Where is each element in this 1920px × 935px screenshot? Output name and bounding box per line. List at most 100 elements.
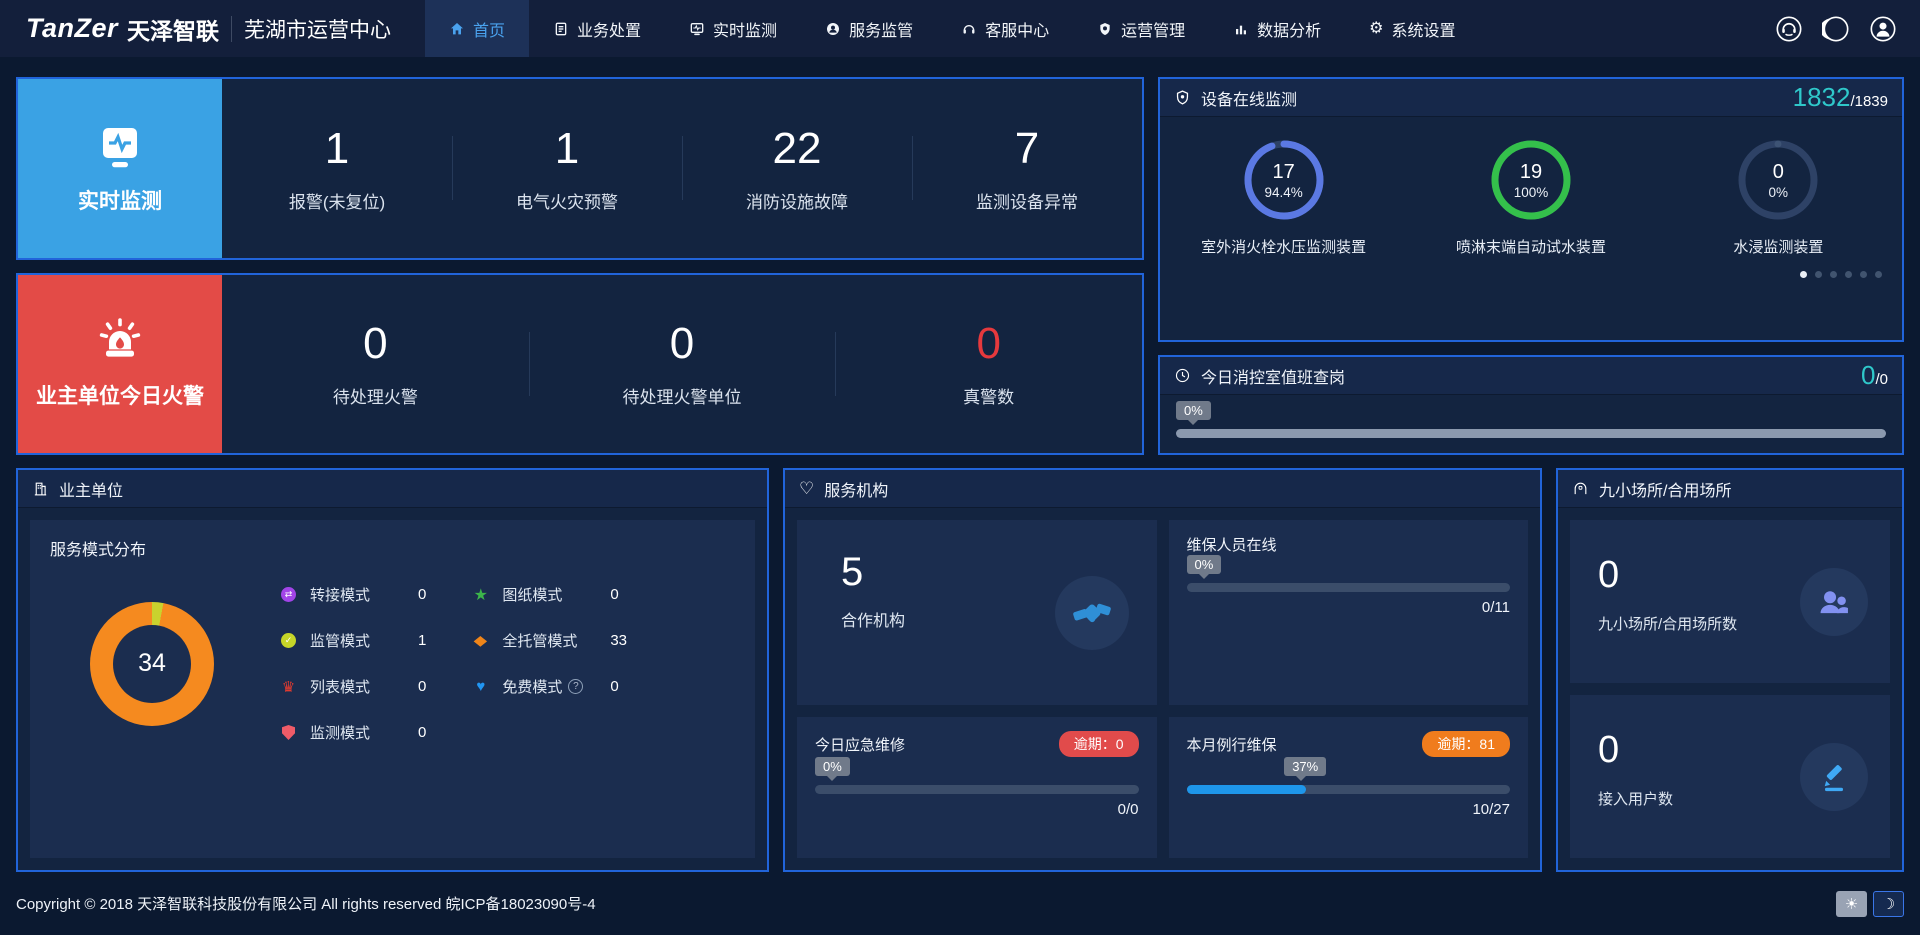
progress-tooltip: 0% [1186,555,1222,579]
clock-icon [1175,368,1190,383]
stat-pending-fire[interactable]: 0 待处理火警 [222,319,529,408]
home-icon [451,22,464,34]
globe-icon[interactable] [1821,14,1851,44]
nav-label: 系统设置 [1391,22,1456,40]
stat-facility-fault[interactable]: 22 消防设施故障 [682,124,912,213]
stat-pending-fire-units[interactable]: 0 待处理火警单位 [529,319,836,408]
stat-value: 0 [669,319,695,369]
logo-text-cn: 天泽智联 [127,17,220,44]
nav-item-settings[interactable]: ⚙ 系统设置 [1345,0,1479,57]
nav-item-analytics[interactable]: 数据分析 [1209,0,1345,57]
stat-label: 待处理火警 [332,388,418,408]
service-mode-content: 34 ⇄ 转接模式 0 ✓ 监管模式 [50,584,735,743]
online-count: 1832 [1792,82,1851,112]
emergency-progress: 0% [815,757,1139,795]
stat-value: 0 [363,319,388,369]
pagination-dot[interactable] [1815,271,1822,278]
shield-icon [1176,90,1189,105]
logo-text-en: TanZer [26,13,119,43]
pagination-dot[interactable] [1875,271,1882,278]
sun-icon: ☀ [1844,895,1859,913]
nav-label: 业务处置 [577,22,642,40]
user-avatar-icon[interactable] [1868,14,1898,44]
customer-service-icon[interactable] [1774,14,1804,44]
logo-divider [231,15,233,42]
light-theme-button[interactable]: ☀ [1836,890,1867,917]
card-header: 本月例行维保 逾期：81 [1187,731,1510,758]
panel-header: 设备在线监测 1832 /1839 [1160,79,1902,117]
emergency-repair-card: 今日应急维修 逾期：0 0% 0/0 [797,717,1157,858]
gauge-percent: 0% [1768,184,1789,200]
nav-label: 数据分析 [1257,22,1322,40]
panel-title: 九小场所/合用场所 [1599,482,1732,500]
stat-electric-fire-warning[interactable]: 1 电气火灾预警 [452,124,682,213]
panel-title: 服务机构 [824,482,889,500]
duty-total: /0 [1875,371,1888,388]
gauge-label: 室外消火栓水压监测装置 [1201,239,1367,256]
gauge-percent: 100% [1513,184,1549,200]
realtime-monitor-tile[interactable]: 实时监测 [18,79,222,258]
device-online-count: 1832 /1839 [1793,82,1888,113]
moon-icon: ☽ [1881,895,1896,913]
progress-ratio: 10/27 [1472,801,1510,819]
gauge-sprinkler-test: 19 100% 喷淋末端自动试水装置 [1407,137,1654,257]
carousel-pagination [1160,257,1902,278]
theme-toggle-group: ☀ ☽ [1836,890,1904,917]
card-title: 今日应急维修 [815,736,906,754]
nav-label: 首页 [473,22,506,40]
dark-theme-button[interactable]: ☽ [1873,890,1904,917]
nav-item-operations[interactable]: 运营管理 [1073,0,1209,57]
headset-icon [963,24,975,34]
stat-value: 1 [554,123,580,173]
stat-device-abnormal[interactable]: 7 监测设备异常 [912,124,1142,213]
monitor-pulse-icon [103,127,137,167]
nav-item-home[interactable]: 首页 [425,0,530,57]
stat-label: 报警(未复位) [288,192,386,212]
pagination-dot[interactable] [1830,271,1837,278]
device-online-panel: 设备在线监测 1832 /1839 [1158,77,1904,342]
top-nav-bar: TanZer 天泽智联 芜湖市运营中心 首页 业务处置 实时监测 服务监管 [0,0,1920,57]
gauge-label: 水浸监测装置 [1733,239,1824,256]
heart-icon: ♥ [476,678,486,695]
today-fire-tile[interactable]: 业主单位今日火警 [18,274,222,453]
fire-stats: 0 待处理火警 0 待处理火警单位 0 真警数 [222,275,1142,454]
partner-card: 5 合作机构 [797,520,1157,706]
legend-label: 列表模式 [310,679,371,696]
nav-item-support[interactable]: 客服中心 [937,0,1073,57]
routine-progress: 37% [1186,757,1510,795]
footer: Copyright © 2018 天泽智联科技股份有限公司 All rights… [0,872,1920,935]
progress-track [1176,429,1886,438]
heart-outline-icon: ♡ [799,478,815,498]
help-icon[interactable]: ? [568,679,584,694]
stat-label: 电气火灾预警 [516,192,618,212]
duty-body: 0% [1160,395,1902,438]
people-icon-circle [1800,567,1868,636]
pencil-icon [1824,764,1843,791]
gauge-value: 0 [1772,160,1784,183]
nav-item-realtime[interactable]: 实时监测 [665,0,801,57]
realtime-monitor-panel: 实时监测 1 报警(未复位) 1 电气火灾预警 22 消防设施故障 [16,77,1144,260]
pagination-dot[interactable] [1860,271,1867,278]
nav-item-business[interactable]: 业务处置 [529,0,665,57]
duty-check-panel: 今日消控室值班查岗 0 /0 0% [1158,355,1904,455]
partner-count: 5 [841,550,864,594]
shield-badge-icon [1100,22,1110,35]
stat-real-alarms[interactable]: 0 真警数 [835,319,1142,408]
legend-label: 免费模式 [502,679,563,696]
gauge-value: 19 [1519,160,1543,183]
gauge-percent: 94.4% [1264,184,1303,200]
check-circle-icon: ✓ [281,633,296,648]
pagination-dot[interactable] [1845,271,1852,278]
overdue-badge: 逾期：0 [1058,731,1139,758]
swap-circle-icon: ⇄ [281,587,296,602]
tile-label: 业主单位今日火警 [36,385,204,409]
main-nav: 首页 业务处置 实时监测 服务监管 客服中心 运营管理 [425,0,1479,57]
legend-value: 0 [610,678,619,695]
gauge-value: 17 [1272,160,1295,183]
nav-item-supervision[interactable]: 服务监管 [801,0,937,57]
card-header: 维保人员在线 [1187,534,1511,555]
stat-alarm-unreset[interactable]: 1 报警(未复位) [222,124,452,213]
legend-item-transfer: ⇄ 转接模式 0 [280,584,426,605]
pagination-dot[interactable] [1800,271,1807,278]
small-house-icon [1574,482,1587,495]
